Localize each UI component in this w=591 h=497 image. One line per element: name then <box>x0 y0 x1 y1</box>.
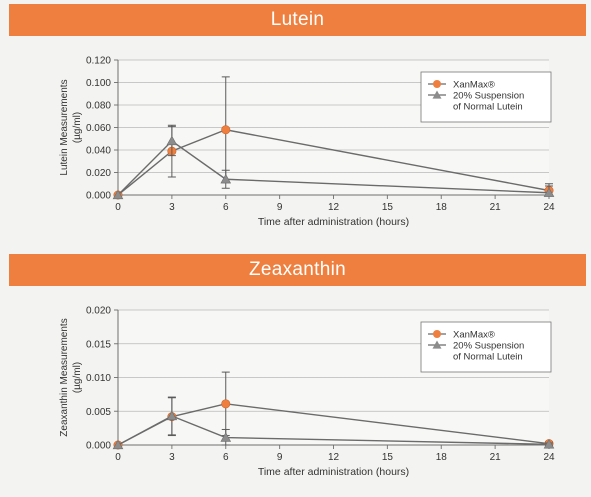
legend-marker <box>432 340 442 349</box>
y-axis-label: Zeaxanthin Measurements <box>59 318 70 436</box>
legend-label: 20% Suspension <box>453 91 524 102</box>
y-tick-label: 0.120 <box>86 56 111 67</box>
x-tick-label: 24 <box>543 202 555 213</box>
series-line <box>117 129 550 196</box>
legend-box <box>420 321 552 373</box>
legend-marker <box>433 80 441 88</box>
y-tick-label: 0.060 <box>86 123 111 134</box>
zeaxanthin-panel: Zeaxanthin 0.000 0.005 0.010 0.015 0.020 0 3 6 9… <box>9 254 586 494</box>
series-line <box>117 415 550 446</box>
y-tick-label: 0.020 <box>86 306 111 317</box>
y-tick-label: 0.000 <box>86 191 111 202</box>
legend-label: XanMax® <box>453 80 495 91</box>
chart-title-banner: Lutein <box>9 4 586 36</box>
x-axis-label: Time after administration (hours) <box>258 216 409 228</box>
legend-marker <box>433 330 441 338</box>
data-point <box>112 439 124 450</box>
y-tick-label: 0.100 <box>86 78 111 89</box>
x-tick-label: 15 <box>382 202 394 213</box>
x-tick-label: 12 <box>328 202 340 213</box>
x-tick-label: 12 <box>328 452 340 463</box>
x-tick-label: 0 <box>115 202 121 213</box>
data-point <box>166 135 178 146</box>
legend-label: 20% Suspension <box>453 341 524 352</box>
x-axis-label: Time after administration (hours) <box>258 466 409 478</box>
y-tick-label: 0.015 <box>86 339 111 350</box>
data-point <box>543 187 555 197</box>
y-tick-label: 0.020 <box>86 168 111 179</box>
y-tick-label: 0.080 <box>86 101 111 112</box>
y-tick-label: 0.000 <box>86 441 111 452</box>
x-tick-label: 9 <box>277 202 283 213</box>
y-axis-label: Lutein Measurements <box>59 79 70 175</box>
chart-title-banner: Zeaxanthin <box>9 254 586 286</box>
x-tick-label: 3 <box>169 452 175 463</box>
data-point <box>220 432 232 442</box>
x-tick-label: 6 <box>223 202 229 213</box>
y-tick-label: 0.040 <box>86 146 111 157</box>
x-tick-label: 24 <box>543 452 555 463</box>
series-line <box>117 140 550 196</box>
legend-label: of Normal Lutein <box>453 102 523 113</box>
data-point <box>220 173 232 184</box>
y-tick-label: 0.005 <box>86 407 111 418</box>
x-tick-label: 6 <box>223 452 229 463</box>
x-tick-label: 9 <box>277 452 283 463</box>
legend-label: XanMax® <box>453 330 495 341</box>
x-tick-label: 18 <box>436 202 448 213</box>
lutein-panel: Lutein 0.000 0.020 0.040 0.060 0.080 0.100 0.1… <box>9 4 586 244</box>
x-tick-label: 0 <box>115 452 121 463</box>
x-tick-label: 3 <box>169 202 175 213</box>
y-axis-label: (µg/ml) <box>72 362 83 393</box>
x-tick-label: 21 <box>490 452 502 463</box>
legend-label: of Normal Lutein <box>453 352 523 363</box>
data-point <box>221 125 231 135</box>
data-point <box>221 399 231 409</box>
lutein-chart: 0.000 0.020 0.040 0.060 0.080 0.100 0.120 0 3 6 9 1… <box>59 56 555 229</box>
data-point <box>543 438 555 449</box>
zeaxanthin-chart: 0.000 0.005 0.010 0.015 0.020 0 3 6 9 12 15 18 21 24 T… <box>59 306 555 479</box>
legend-box <box>420 71 552 123</box>
x-tick-label: 15 <box>382 452 394 463</box>
x-tick-label: 21 <box>490 202 502 213</box>
data-point <box>112 189 124 200</box>
data-point <box>166 410 178 421</box>
y-axis-label: (µg/ml) <box>72 112 83 143</box>
x-tick-label: 18 <box>436 452 448 463</box>
legend-marker <box>432 90 442 99</box>
y-tick-label: 0.010 <box>86 373 111 384</box>
